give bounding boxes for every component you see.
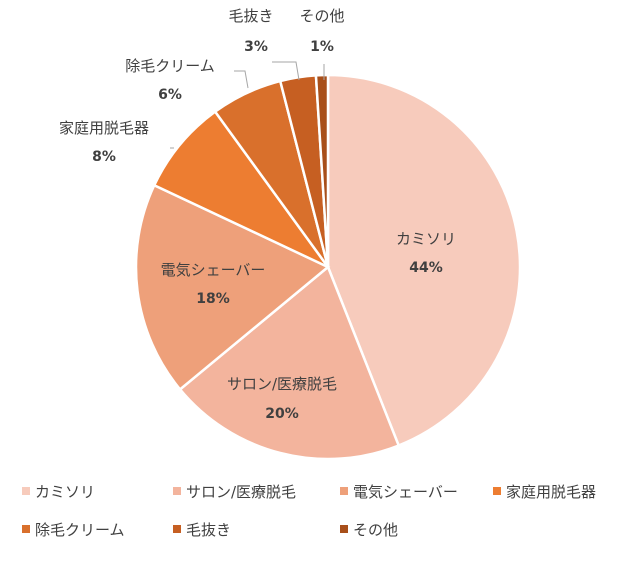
leader-lines	[170, 61, 325, 149]
legend-label: 毛抜き	[186, 521, 231, 539]
slice-percent-label: 20%	[265, 406, 299, 422]
legend-label: 電気シェーバー	[353, 483, 458, 501]
legend-label: 除毛クリーム	[35, 521, 125, 539]
slice-category-label: 家庭用脱毛器	[59, 119, 149, 137]
pie-slice	[178, 264, 401, 461]
leader-line	[272, 61, 300, 81]
legend-label: 家庭用脱毛器	[506, 483, 596, 501]
pie-slice	[134, 183, 331, 392]
slice-percent-label: 6%	[158, 87, 182, 103]
slice-category-label: 電気シェーバー	[161, 261, 266, 279]
legend-label: カミソリ	[35, 483, 95, 501]
legend-swatch	[173, 487, 181, 495]
legend-swatch	[173, 525, 181, 533]
legend-swatch	[22, 525, 30, 533]
legend-label: サロン/医療脱毛	[186, 483, 296, 501]
slice-percent-label: 1%	[310, 39, 334, 55]
legend-swatch	[340, 525, 348, 533]
slice-percent-label: 8%	[92, 149, 116, 165]
slice-category-label: サロン/医療脱毛	[227, 375, 337, 393]
slice-percent-label: 44%	[409, 260, 443, 276]
leader-line	[234, 70, 249, 89]
legend-swatch	[340, 487, 348, 495]
slice-percent-label: 3%	[244, 39, 268, 55]
pie-slice	[152, 109, 330, 269]
pie-slice	[326, 73, 522, 448]
legend-label: その他	[353, 521, 398, 539]
slice-category-label: カミソリ	[396, 230, 456, 248]
slice-percent-label: 18%	[196, 291, 230, 307]
slice-category-label: 毛抜き	[228, 7, 273, 25]
legend-swatch	[22, 487, 30, 495]
pie-slice	[314, 73, 330, 268]
pie-slices	[134, 73, 522, 461]
slice-category-label: その他	[299, 7, 344, 25]
slice-category-label: 除毛クリーム	[125, 57, 215, 75]
data-labels: カミソリ 44% サロン/医療脱毛 20% 電気シェーバー 18% 家庭用脱毛器 8% 除毛クリ…	[59, 7, 456, 422]
legend-swatch	[493, 487, 501, 495]
